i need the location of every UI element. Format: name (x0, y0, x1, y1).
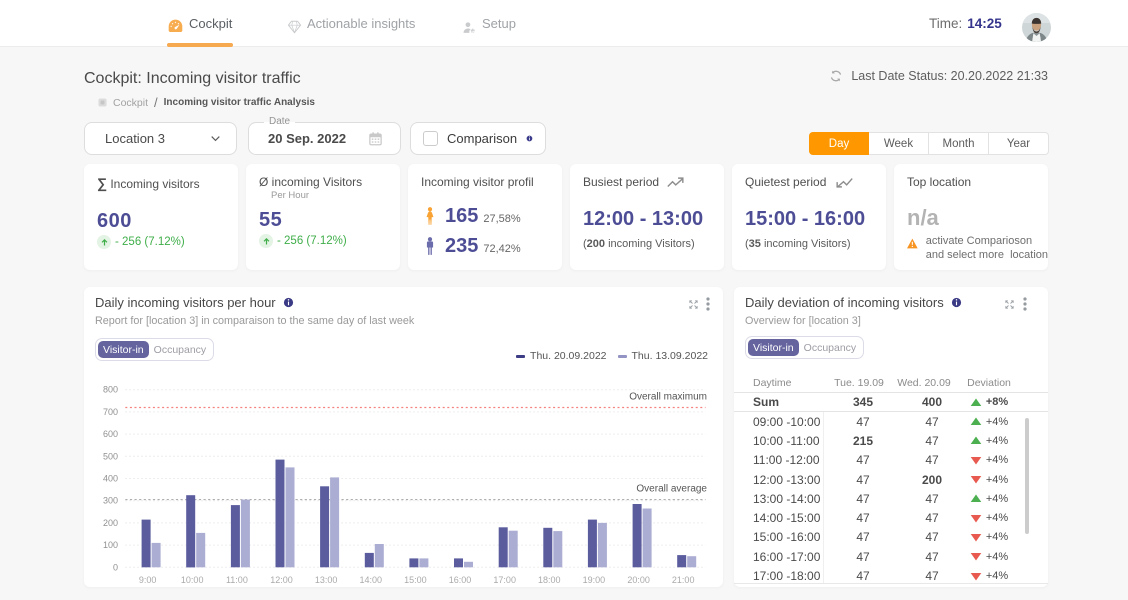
svg-text:100: 100 (103, 540, 118, 550)
svg-text:Overall maximum: Overall maximum (629, 392, 707, 403)
svg-text:400: 400 (103, 474, 118, 484)
svg-text:18:00: 18:00 (538, 575, 561, 585)
svg-text:13:00: 13:00 (315, 575, 338, 585)
svg-text:600: 600 (103, 429, 118, 439)
svg-text:20:00: 20:00 (627, 575, 650, 585)
svg-text:16:00: 16:00 (449, 575, 472, 585)
svg-text:200: 200 (103, 518, 118, 528)
svg-text:11:00: 11:00 (226, 575, 248, 585)
svg-text:15:00: 15:00 (404, 575, 427, 585)
svg-text:300: 300 (103, 496, 118, 506)
svg-text:800: 800 (103, 385, 118, 395)
svg-text:21:00: 21:00 (672, 575, 695, 585)
svg-text:10:00: 10:00 (181, 575, 204, 585)
svg-text:17:00: 17:00 (493, 575, 516, 585)
svg-text:12:00: 12:00 (270, 575, 293, 585)
svg-text:Overall average: Overall average (636, 484, 707, 495)
svg-text:14:00: 14:00 (360, 575, 383, 585)
svg-text:19:00: 19:00 (583, 575, 606, 585)
svg-text:500: 500 (103, 451, 118, 461)
svg-text:0: 0 (113, 562, 118, 572)
svg-text:9:00: 9:00 (139, 575, 157, 585)
svg-text:700: 700 (103, 407, 118, 417)
